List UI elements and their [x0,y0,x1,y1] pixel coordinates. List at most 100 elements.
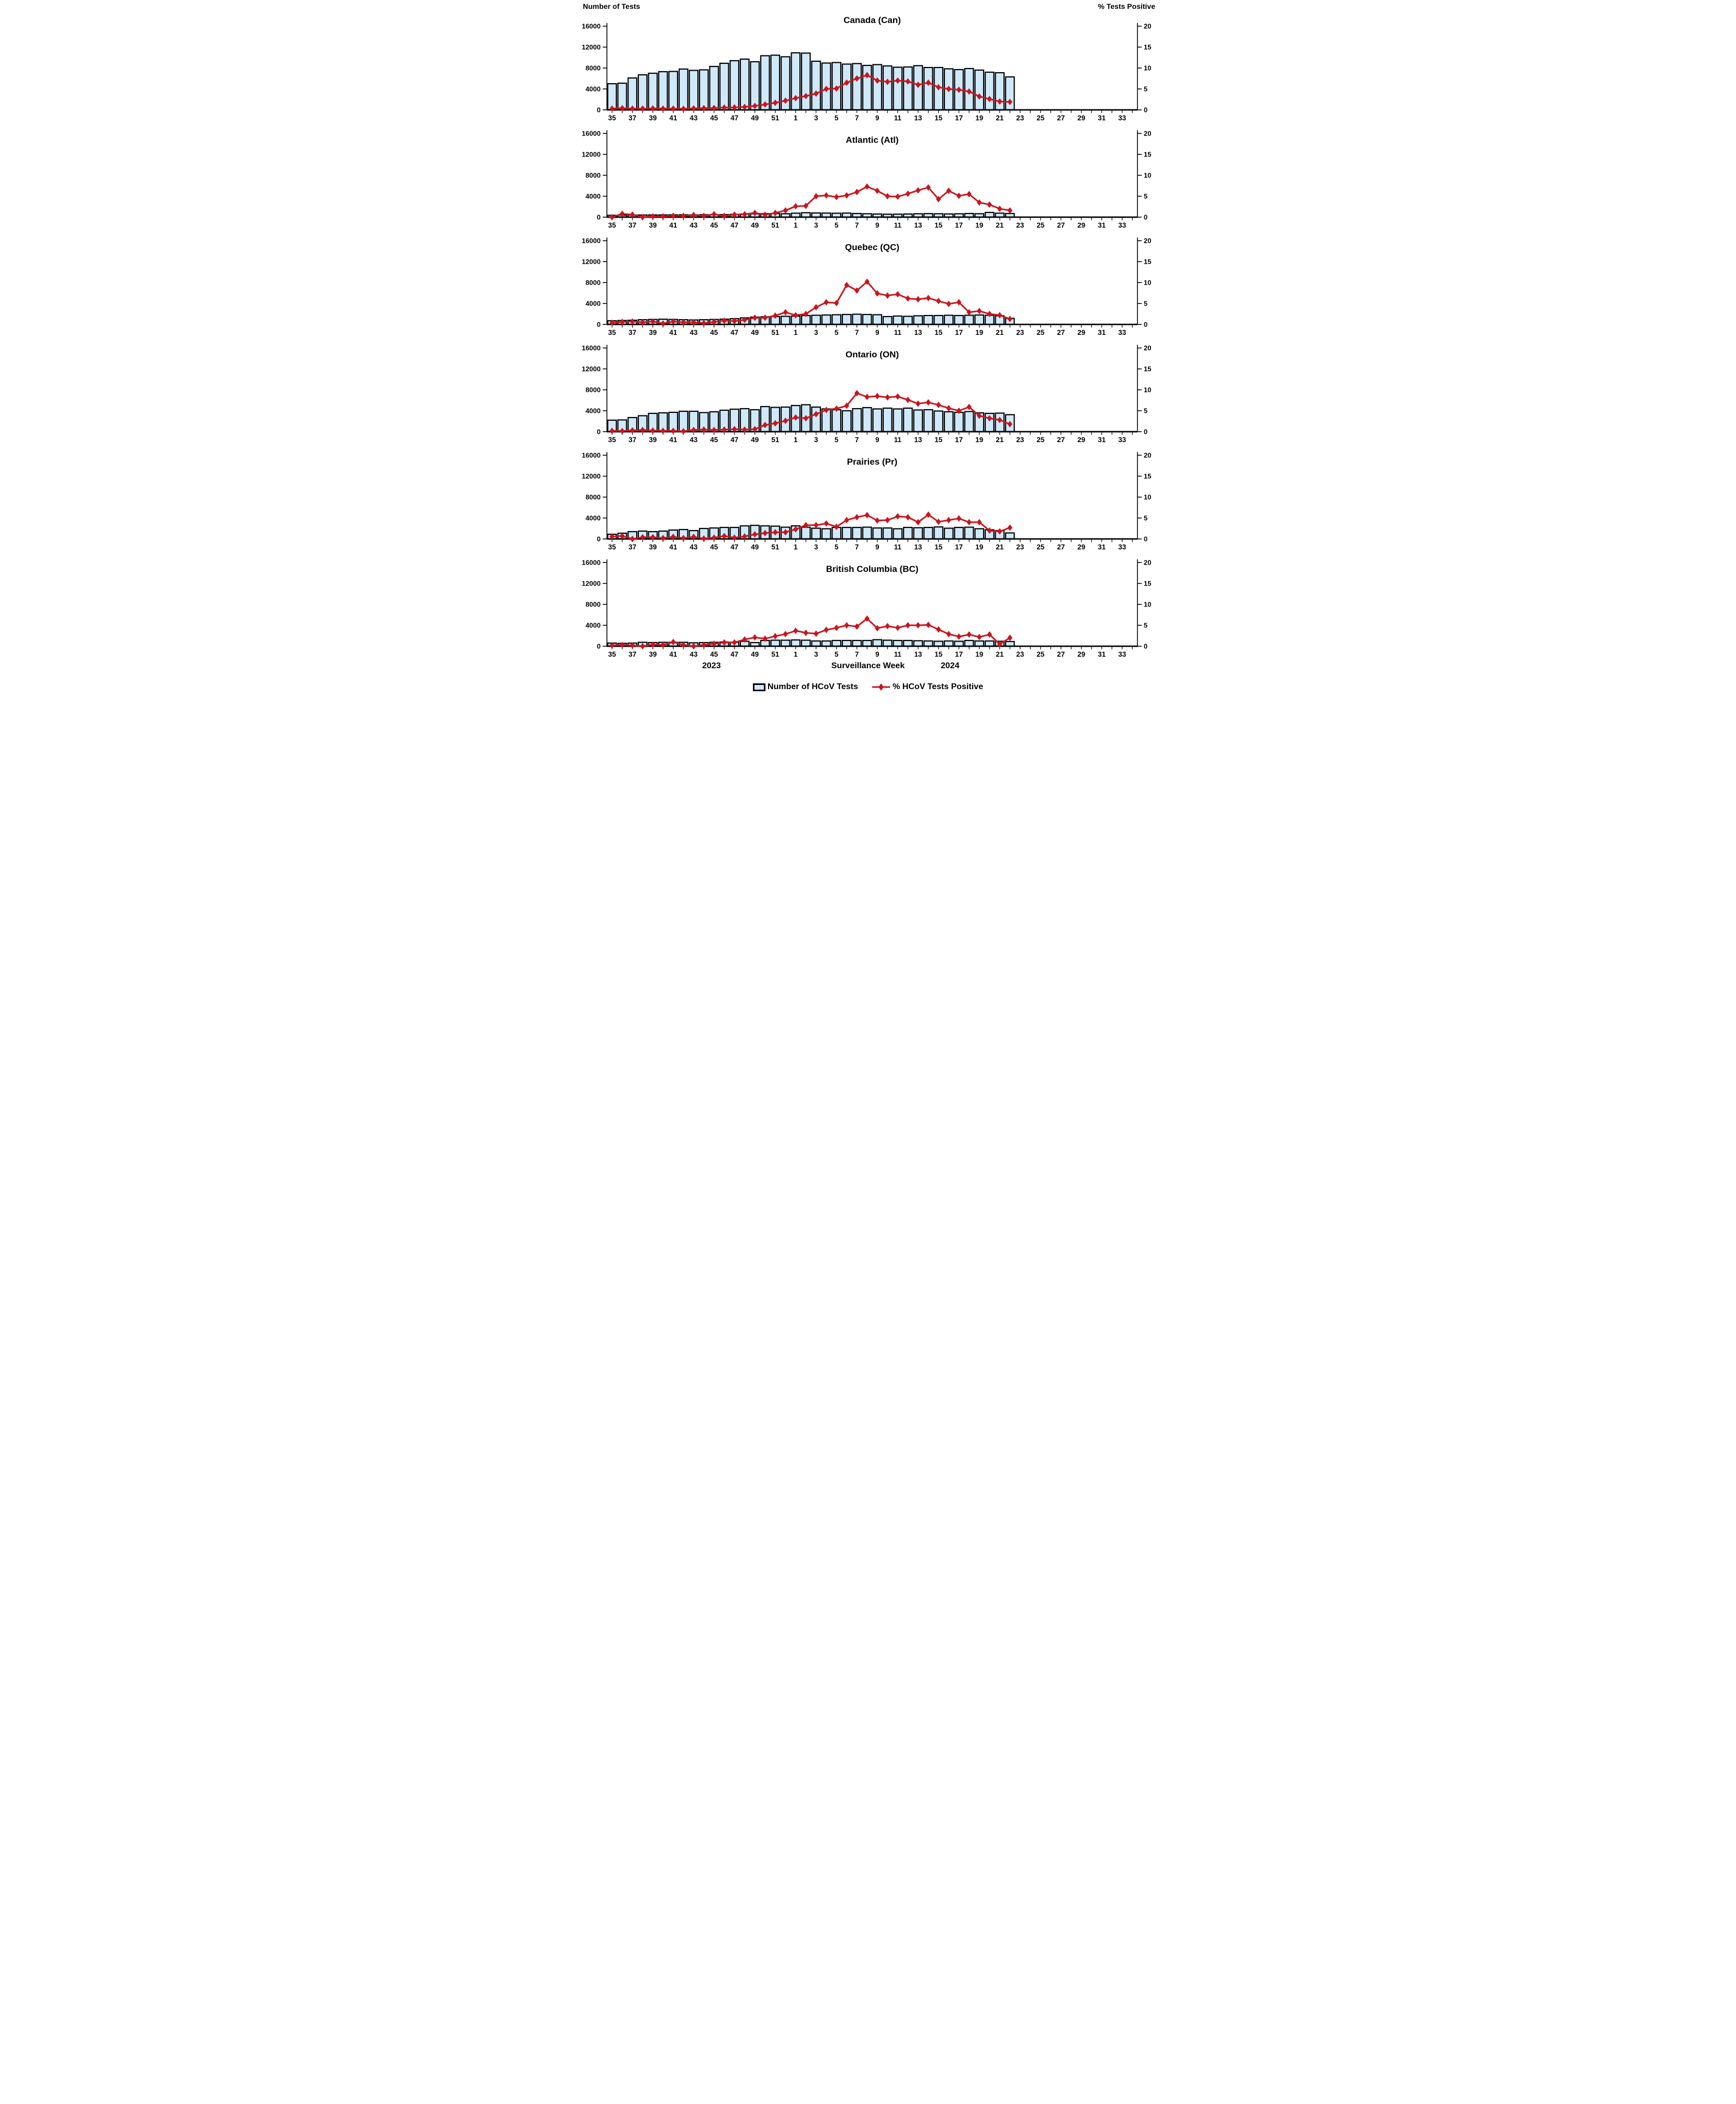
x-tick-label: 23 [1016,650,1024,658]
x-tick-label: 19 [975,329,983,336]
positivity-point [783,529,788,536]
x-tick-label: 23 [1016,543,1024,551]
positivity-point [987,96,993,103]
positivity-point [640,213,646,221]
positivity-point [956,86,962,93]
tests-bar [852,526,862,540]
x-tick-label: 43 [690,114,698,122]
positivity-point [854,390,860,397]
tests-bar [811,640,821,647]
tests-bars-series [607,313,1015,325]
positivity-point [640,105,646,112]
x-tick-label: 31 [1098,329,1106,336]
left-tick-label: 4000 [585,193,601,200]
positivity-point [711,319,717,325]
positivity-point [966,309,972,316]
x-tick-label: 27 [1057,650,1065,658]
x-tick-label: 35 [608,221,616,229]
right-tick-label: 5 [1144,85,1147,93]
positivity-point [833,624,839,631]
left-tick-label: 4000 [585,407,601,415]
year-left-label: 2023 [702,661,721,670]
positivity-point [926,295,931,301]
right-tick-label: 20 [1144,344,1151,352]
panel-title: Quebec (QC) [845,242,899,252]
x-tick-label: 11 [894,436,902,444]
x-tick-label: 43 [690,221,698,229]
x-tick-label: 43 [690,436,698,444]
tests-bar [882,65,893,111]
positivity-point [783,207,788,214]
positivity-point [711,105,717,111]
x-tick-label: 9 [875,543,880,551]
positivity-legend-marker-icon [872,683,890,691]
tests-bar [964,314,974,325]
x-tick-label: 7 [855,329,859,336]
positivity-point [640,643,646,650]
x-tick-label: 17 [955,114,963,122]
x-tick-label: 49 [751,436,759,444]
positivity-point [864,72,870,78]
x-tick-label: 29 [1077,329,1085,336]
tests-bar [862,639,872,647]
x-tick-label: 3 [814,436,818,444]
left-tick-label: 4000 [585,622,601,629]
tests-bar [872,314,883,325]
x-tick-label: 27 [1057,329,1065,336]
positivity-point [997,98,1002,105]
tests-bar [709,65,719,111]
positivity-point [650,427,656,434]
x-tick-label: 1 [794,436,798,444]
positivity-point [803,522,809,528]
x-tick-label: 11 [894,114,902,122]
x-tick-label: 31 [1098,114,1106,122]
positivity-point [946,405,952,412]
positivity-point [731,639,737,646]
x-tick-label: 27 [1057,221,1065,229]
positivity-points [609,390,1013,435]
tests-bar [698,69,709,111]
x-tick-label: 41 [669,543,678,551]
positivity-point [742,104,748,110]
positivity-point [935,298,941,305]
left-tick-label: 8000 [585,279,601,287]
x-tick-label: 31 [1098,650,1106,658]
tests-bar [943,640,954,647]
x-tick-label: 49 [751,650,759,658]
x-tick-label: 45 [710,329,718,336]
x-tick-label: 1 [794,114,798,122]
positivity-line [611,280,1011,324]
right-tick-label: 10 [1144,493,1151,501]
positivity-point [691,319,696,326]
positivity-point [681,105,686,112]
x-tick-label: 13 [914,114,922,122]
x-tick-label: 3 [814,114,818,122]
positivity-point [701,535,707,542]
x-tick-label: 37 [628,221,636,229]
positivity-point [783,418,788,424]
positivity-point [833,85,839,92]
positivity-point [976,519,982,526]
positivity-point [844,402,850,409]
x-tick-label: 17 [955,329,963,336]
x-tick-label: 17 [955,436,963,444]
tests-bar [852,639,862,647]
left-tick-label: 12000 [582,365,601,373]
x-tick-label: 39 [649,436,657,444]
right-tick-label: 10 [1144,601,1151,609]
positivity-point [987,631,993,638]
positivity-point [1007,207,1013,214]
positivity-point [956,407,962,414]
tests-bar [964,526,974,540]
positivity-line [611,186,1011,218]
right-tick-label: 10 [1144,279,1151,287]
positivity-point [966,190,972,198]
positivity-line [611,392,1011,432]
left-tick-label: 12000 [582,43,601,51]
tests-bar [913,409,923,433]
x-tick-label: 39 [649,221,657,229]
tests-bar [882,639,893,647]
right-tick-label: 5 [1144,622,1147,629]
